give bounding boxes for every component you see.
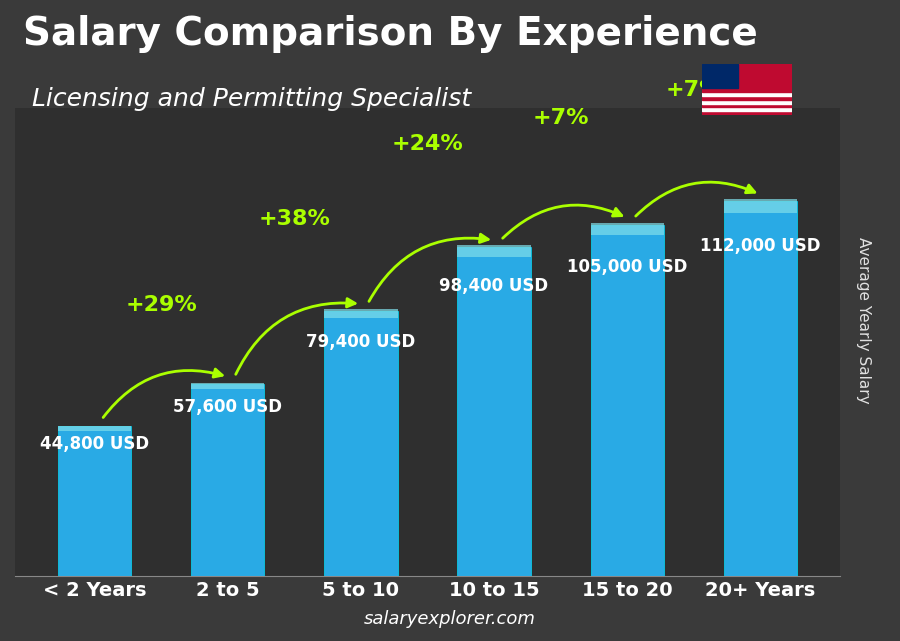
Bar: [590, 225, 663, 576]
FancyBboxPatch shape: [58, 426, 131, 431]
Bar: [702, 104, 792, 108]
Text: +24%: +24%: [392, 134, 464, 154]
FancyBboxPatch shape: [324, 309, 398, 319]
Bar: [702, 96, 792, 99]
Bar: [702, 64, 738, 88]
Text: 112,000 USD: 112,000 USD: [700, 237, 821, 255]
Text: 105,000 USD: 105,000 USD: [567, 258, 688, 276]
Bar: [457, 247, 531, 576]
Text: +29%: +29%: [125, 296, 197, 315]
Text: 44,800 USD: 44,800 USD: [40, 435, 149, 453]
Bar: [702, 92, 792, 96]
Text: 79,400 USD: 79,400 USD: [306, 333, 416, 351]
Text: 98,400 USD: 98,400 USD: [439, 278, 549, 296]
Bar: [724, 201, 796, 576]
Text: salaryexplorer.com: salaryexplorer.com: [364, 610, 536, 628]
Text: Average Yearly Salary: Average Yearly Salary: [857, 237, 871, 404]
Text: +38%: +38%: [258, 209, 330, 229]
Bar: [702, 88, 792, 92]
Text: 57,600 USD: 57,600 USD: [174, 397, 283, 416]
Text: +7%: +7%: [665, 80, 722, 100]
FancyBboxPatch shape: [192, 383, 265, 389]
Bar: [192, 383, 265, 576]
Text: Licensing and Permitting Specialist: Licensing and Permitting Specialist: [32, 87, 471, 112]
Bar: [702, 108, 792, 112]
Text: +7%: +7%: [532, 108, 589, 128]
Bar: [324, 310, 398, 576]
FancyBboxPatch shape: [724, 199, 796, 213]
FancyBboxPatch shape: [590, 223, 663, 235]
Bar: [702, 112, 792, 115]
Text: Salary Comparison By Experience: Salary Comparison By Experience: [23, 15, 758, 53]
FancyBboxPatch shape: [457, 246, 531, 257]
Bar: [702, 99, 792, 104]
Bar: [58, 426, 131, 576]
